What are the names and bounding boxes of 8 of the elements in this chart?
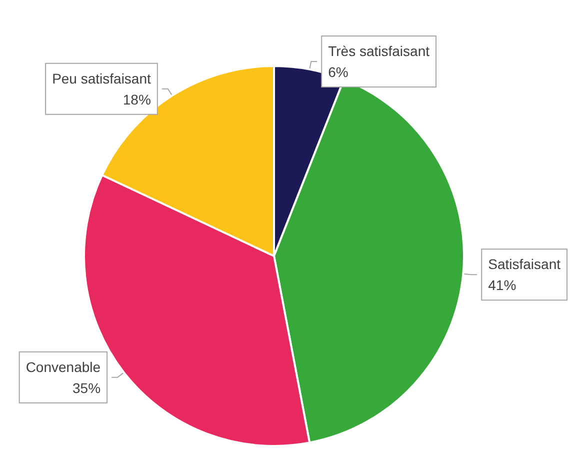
data-label: 41% (488, 277, 516, 294)
slice-label: Très satisfaisant (328, 43, 430, 60)
data-label: 35% (72, 380, 101, 396)
slice-label: Satisfaisant (488, 256, 561, 272)
slice-label: Peu satisfaisant (52, 70, 152, 86)
data-label: 6% (328, 64, 348, 80)
data-label: 18% (122, 91, 151, 108)
slice-label: Convenable (26, 358, 101, 375)
